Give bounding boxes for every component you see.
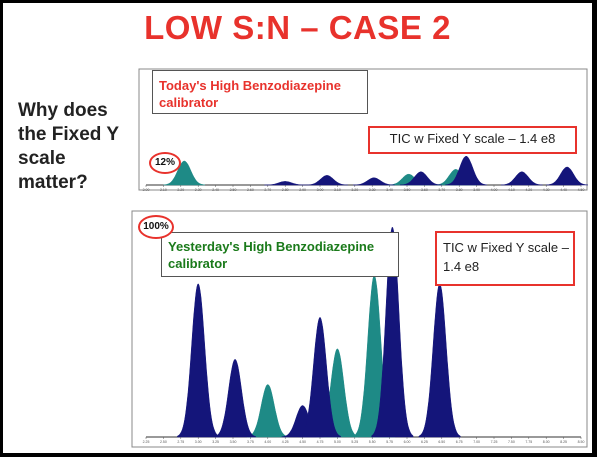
- x-tick-label: 2.50: [160, 440, 167, 444]
- x-tick-label: 4.10: [508, 188, 515, 192]
- x-tick-label: 4.00: [264, 440, 271, 444]
- x-tick-label: 5.50: [369, 440, 376, 444]
- x-tick-label: 7.50: [508, 440, 515, 444]
- x-tick-label: 2.25: [143, 440, 150, 444]
- slide-question: Why does the Fixed Y scale matter?: [18, 100, 119, 193]
- chromatogram-peak: [399, 171, 443, 186]
- x-tick-label: 4.00: [491, 188, 498, 192]
- slide: LOW S:N – CASE 2 Why does the Fixed Y sc…: [3, 3, 592, 453]
- x-tick-label: 5.75: [386, 440, 393, 444]
- chromatogram-peak: [371, 226, 414, 438]
- x-tick-label: 3.60: [421, 188, 428, 192]
- chromatogram-peak: [163, 160, 206, 186]
- x-tick-label: 7.25: [491, 440, 498, 444]
- x-tick-label: 3.20: [351, 188, 358, 192]
- bottom-chart-annotation-box: TIC w Fixed Y scale – 1.4 e8: [435, 231, 575, 286]
- x-tick-label: 8.50: [578, 440, 585, 444]
- x-tick-label: 3.50: [230, 440, 237, 444]
- top-chart-plot: 2.00 2.10 2.20 2.30 2.40 2.50 2.60 2.70 2.80 2.90…: [143, 155, 589, 192]
- x-tick-label: 3.75: [247, 440, 254, 444]
- x-tick-label: 2.80: [282, 188, 289, 192]
- x-tick-label: 3.90: [473, 188, 480, 192]
- chromatogram-peak: [298, 317, 342, 438]
- x-tick-label: 4.50: [299, 440, 306, 444]
- x-tick-label: 3.10: [334, 188, 341, 192]
- x-tick-label: 2.60: [247, 188, 254, 192]
- top-chart-annotation-box: TIC w Fixed Y scale – 1.4 e8: [368, 126, 577, 154]
- bottom-chart-title-box: Yesterday's High Benzodiazepine calibrat…: [161, 232, 399, 277]
- x-tick-label: 4.50: [578, 188, 585, 192]
- bottom-chart-annotation: TIC w Fixed Y scale – 1.4 e8: [443, 240, 569, 274]
- x-tick-label: 3.80: [456, 188, 463, 192]
- x-tick-label: 5.25: [351, 440, 358, 444]
- top-chart-title: Today's High Benzodiazepine calibrator: [159, 78, 341, 110]
- x-tick-label: 3.00: [195, 440, 202, 444]
- bottom-chart-scale-badge: 100%: [138, 215, 174, 239]
- top-chart-annotation: TIC w Fixed Y scale – 1.4 e8: [389, 131, 556, 146]
- chromatogram-peak: [246, 384, 290, 438]
- x-tick-label: 3.70: [438, 188, 445, 192]
- x-tick-label: 4.75: [317, 440, 324, 444]
- x-tick-label: 2.20: [177, 188, 184, 192]
- x-tick-label: 2.00: [143, 188, 150, 192]
- x-tick-label: 6.50: [438, 440, 445, 444]
- x-tick-label: 6.75: [456, 440, 463, 444]
- chromatogram-peak: [177, 283, 220, 438]
- x-tick-label: 2.50: [230, 188, 237, 192]
- x-tick-label: 7.75: [525, 440, 532, 444]
- x-tick-label: 5.00: [334, 440, 341, 444]
- x-tick-label: 3.50: [404, 188, 411, 192]
- x-tick-label: 2.75: [177, 440, 184, 444]
- x-tick-label: 4.30: [543, 188, 550, 192]
- x-tick-label: 4.25: [282, 440, 289, 444]
- chromatogram-peak: [353, 177, 395, 186]
- top-chart-scale-badge: 12%: [149, 152, 181, 174]
- x-tick-label: 2.70: [264, 188, 271, 192]
- bottom-chart-plot: 2.25 2.50 2.75 3.00 3.25 3.50 3.75 4.00 4.25 4.50…: [143, 226, 585, 444]
- x-tick-label: 6.00: [404, 440, 411, 444]
- x-tick-label: 2.40: [212, 188, 219, 192]
- chromatogram-peak: [305, 175, 348, 186]
- slide-title: LOW S:N – CASE 2: [144, 9, 451, 46]
- x-tick-label: 8.00: [543, 440, 550, 444]
- x-tick-label: 4.20: [525, 188, 532, 192]
- x-tick-label: 7.00: [473, 440, 480, 444]
- chromatogram-peak: [264, 181, 306, 186]
- chromatogram-peak: [445, 155, 488, 186]
- x-tick-label: 2.90: [299, 188, 306, 192]
- x-tick-label: 3.25: [212, 440, 219, 444]
- x-tick-label: 6.25: [421, 440, 428, 444]
- x-tick-label: 3.40: [386, 188, 393, 192]
- x-tick-label: 3.30: [369, 188, 376, 192]
- chromatogram-peak: [214, 359, 257, 438]
- x-tick-label: 3.00: [317, 188, 324, 192]
- bottom-chart-title: Yesterday's High Benzodiazepine calibrat…: [168, 239, 375, 271]
- x-tick-label: 2.10: [160, 188, 167, 192]
- x-tick-label: 8.25: [560, 440, 567, 444]
- x-tick-label: 2.30: [195, 188, 202, 192]
- top-chart-title-box: Today's High Benzodiazepine calibrator: [152, 70, 368, 114]
- chromatogram-peak: [500, 171, 544, 186]
- x-tick-label: 4.40: [560, 188, 567, 192]
- chromatogram-peak: [546, 166, 589, 186]
